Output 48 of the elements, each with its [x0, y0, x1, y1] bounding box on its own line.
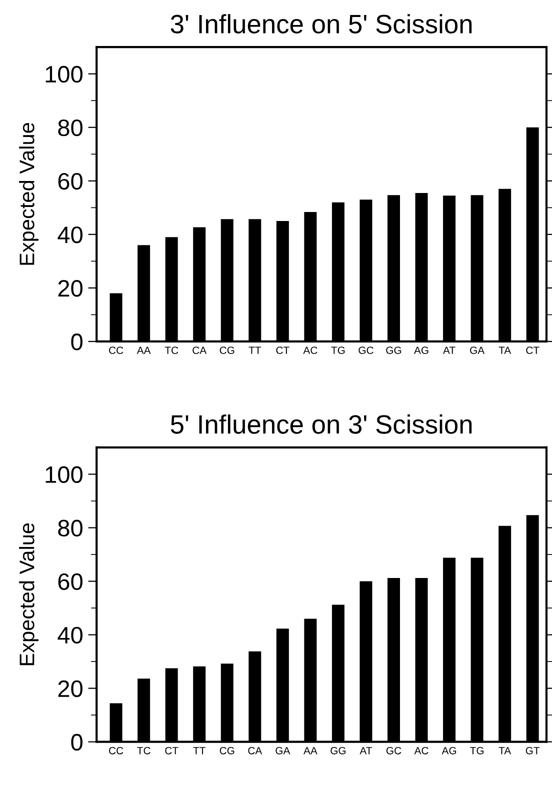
x-tick-label: TG [470, 746, 484, 754]
y-tick-label: 80 [58, 119, 82, 136]
y-axis-title: Expected Value [19, 123, 38, 265]
x-tick-label: GA [276, 746, 290, 754]
y-tick-label: 0 [71, 734, 82, 751]
x-tick-label: TC [164, 346, 178, 354]
chart-title: 3' Influence on 5' Scission [170, 14, 472, 34]
x-tick-label: GC [358, 346, 374, 354]
x-tick-label: CG [220, 746, 234, 754]
x-tick-label: AC [414, 746, 428, 754]
y-tick-label: 20 [58, 280, 82, 297]
x-tick-label: AT [360, 747, 372, 754]
y-axis-title: Expected Value [19, 523, 38, 666]
y-tick-label: 20 [58, 680, 82, 698]
x-tick-label: CT [526, 346, 540, 354]
x-tick-label: TA [498, 747, 512, 754]
x-tick-label: GG [386, 346, 402, 354]
x-tick-label: TG [331, 346, 345, 354]
y-tick-label: 60 [58, 573, 82, 590]
x-tick-label: AG [414, 346, 428, 354]
x-tick-label: GT [526, 746, 540, 754]
x-tick-label: AA [304, 747, 318, 754]
x-tick-label: GG [330, 746, 346, 754]
x-tick-label: CT [276, 346, 290, 354]
x-tick-label: TA [498, 346, 512, 354]
chart-title: 5' Influence on 3' Scission [170, 414, 472, 434]
x-tick-label: AT [443, 346, 456, 354]
x-tick-label: GC [386, 746, 402, 754]
x-tick-label: GA [470, 346, 485, 354]
x-tick-label: AG [442, 746, 456, 754]
y-tick-label: 40 [58, 226, 82, 244]
x-tick-label: TT [193, 747, 206, 754]
x-tick-label: TC [137, 746, 150, 754]
y-tick-label: 60 [58, 172, 82, 190]
x-tick-label: CC [109, 746, 124, 754]
x-tick-label: CA [192, 346, 207, 354]
y-tick-label: 40 [58, 626, 82, 644]
x-tick-label: CG [220, 346, 234, 354]
y-tick-label: 80 [58, 520, 82, 537]
x-tick-label: AA [136, 346, 151, 354]
x-tick-label: CC [109, 346, 124, 354]
x-tick-label: AC [303, 346, 318, 354]
y-tick-label: 0 [71, 334, 82, 350]
y-tick-label: 100 [46, 66, 82, 83]
x-tick-label: TT [248, 346, 262, 354]
x-tick-label: CT [165, 746, 178, 754]
y-tick-label: 100 [46, 466, 82, 483]
x-tick-label: CA [248, 746, 262, 754]
